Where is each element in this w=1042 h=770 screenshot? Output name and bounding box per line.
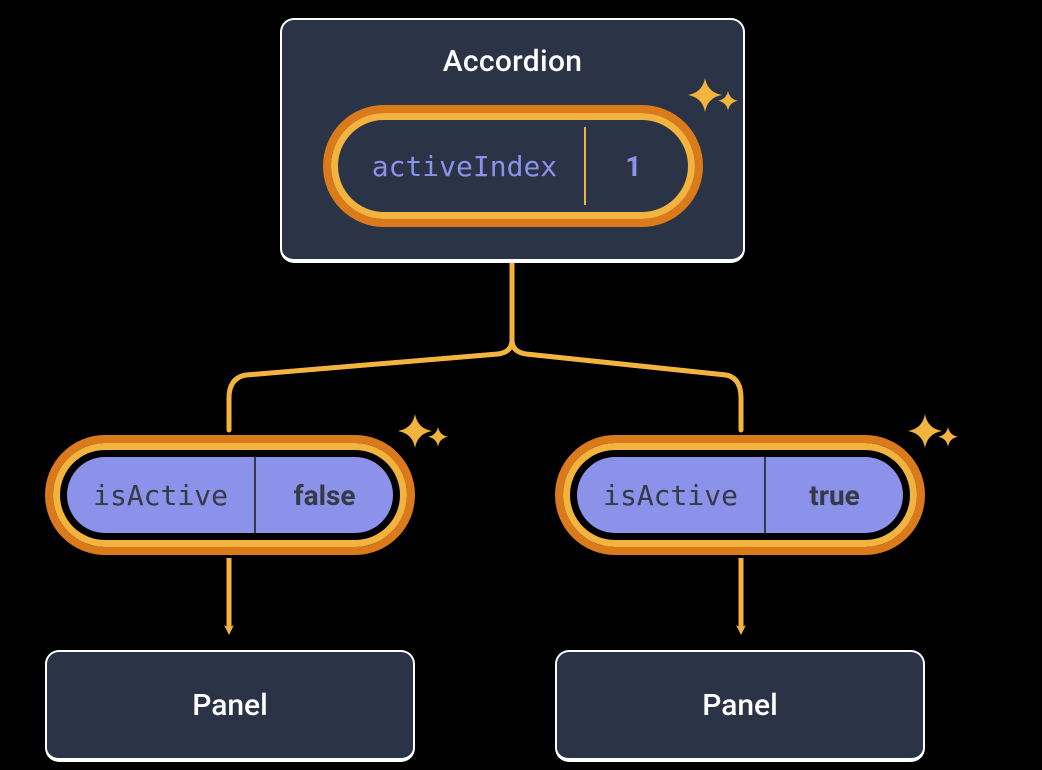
diagram-stage: Accordion activeIndex 1 isActive false i… [0,0,1042,770]
child-component-title: Panel [702,688,778,723]
parent-component-card: Accordion activeIndex 1 [280,18,745,263]
child-component-card-0: Panel [45,650,415,762]
parent-component-title: Accordion [443,44,583,79]
child-component-card-1: Panel [555,650,925,762]
child-component-title: Panel [192,688,268,723]
parent-state-pill: activeIndex 1 [323,105,703,227]
child-prop-pill-0: isActive false [45,435,415,555]
prop-key-label: isActive [67,457,256,533]
prop-value-label: true [766,457,903,533]
child-prop-pill-1: isActive true [555,435,925,555]
prop-value-label: false [256,457,393,533]
prop-key-label: isActive [577,457,766,533]
